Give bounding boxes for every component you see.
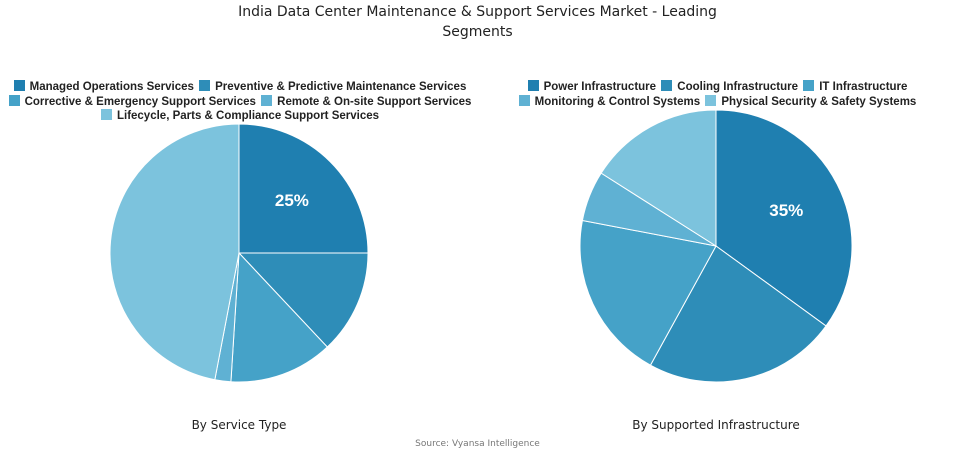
pie-slice (579, 219, 717, 366)
pie-slice (715, 109, 853, 327)
pie-slice (237, 252, 369, 348)
legend-swatch (803, 80, 815, 91)
pie-slice (109, 123, 240, 381)
slice-value-label: 35% (769, 201, 803, 220)
legend-label: Power Infrastructure (543, 81, 657, 93)
legend-item: Physical Security & Safety Systems (705, 94, 917, 110)
legend-label: Monitoring & Control Systems (534, 95, 701, 108)
subtitle-service-type: By Service Type (191, 418, 287, 432)
legend-label: Corrective & Emergency Support Services (24, 95, 256, 108)
legend-label: Physical Security & Safety Systems (721, 95, 917, 108)
legend-item: Cooling Infrastructure (661, 80, 798, 95)
legend-swatch (199, 80, 211, 91)
slice-value-label: 25% (275, 191, 309, 210)
legend-service-type: Managed Operations Services Preventive &… (0, 80, 480, 124)
pie-slice (600, 109, 717, 247)
legend-item: Corrective & Emergency Support Services (8, 94, 256, 110)
chart-title-line-1: India Data Center Maintenance & Support … (238, 4, 717, 20)
legend-label: Cooling Infrastructure (677, 81, 799, 93)
legend-swatch (661, 80, 673, 91)
legend-item: Lifecycle, Parts & Compliance Support Se… (100, 109, 380, 124)
legend-item: Monitoring & Control Systems (518, 94, 701, 110)
legend-label: Preventive & Predictive Maintenance Serv… (215, 81, 467, 93)
legend-swatch (100, 109, 112, 120)
pie-service-type: 25% (109, 123, 369, 383)
legend-swatch (518, 94, 530, 106)
legend-swatch (8, 94, 20, 106)
legend-item: Power Infrastructure (527, 80, 657, 95)
legend-swatch (705, 94, 717, 106)
chart-title: India Data Center Maintenance & Support … (0, 2, 955, 42)
legend-supported-infrastructure: Power Infrastructure Cooling Infrastruct… (505, 80, 930, 109)
chart-title-line-2: Segments (442, 24, 513, 40)
subtitle-supported-infrastructure: By Supported Infrastructure (632, 418, 800, 432)
legend-item: IT Infrastructure (803, 80, 907, 95)
pie-slice (238, 123, 369, 254)
legend-label: IT Infrastructure (819, 81, 908, 93)
legend-item: Remote & On-site Support Services (261, 94, 472, 110)
legend-swatch (527, 80, 539, 91)
legend-label: Remote & On-site Support Services (277, 95, 472, 108)
legend-item: Preventive & Predictive Maintenance Serv… (199, 80, 466, 95)
legend-swatch (261, 94, 273, 106)
legend-label: Managed Operations Services (29, 81, 194, 93)
pie-slice (230, 251, 329, 383)
legend-swatch (13, 80, 25, 91)
pie-slice (649, 245, 827, 383)
pie-supported-infrastructure: 35% (579, 109, 853, 383)
source-note: Source: Vyansa Intelligence (415, 439, 540, 449)
legend-item: Managed Operations Services (13, 80, 194, 95)
legend-label: Lifecycle, Parts & Compliance Support Se… (116, 110, 380, 122)
